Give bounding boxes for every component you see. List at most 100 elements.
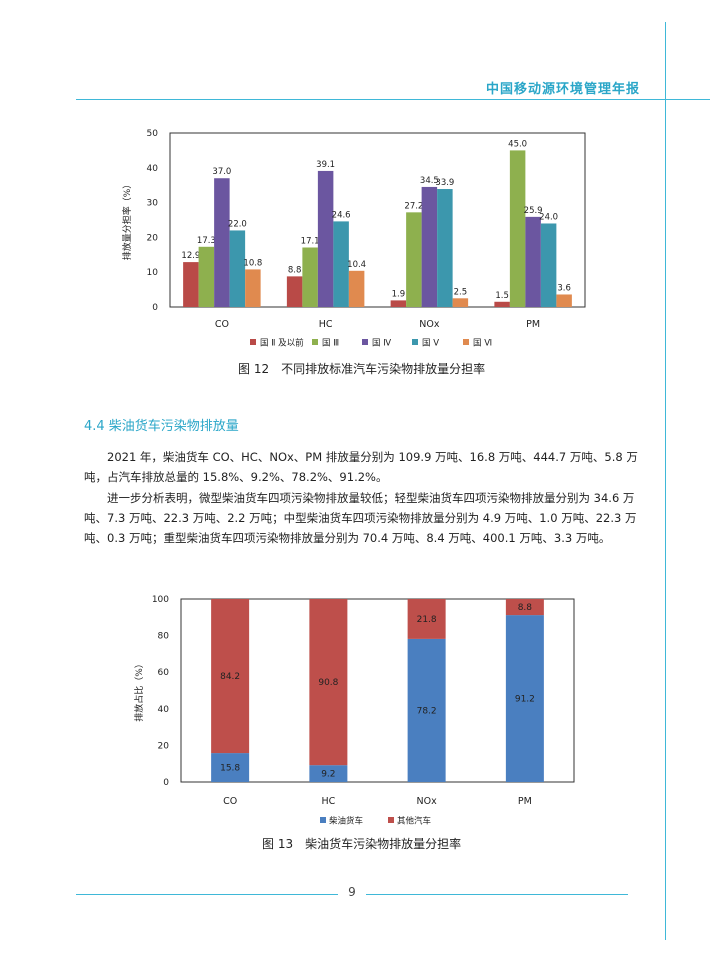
legend-label: 其他汽车: [397, 816, 431, 827]
data-label: 78.2: [417, 706, 437, 716]
bar: [452, 298, 469, 307]
data-label: 21.8: [417, 615, 437, 625]
data-label: 90.8: [318, 678, 338, 688]
legend-swatch: [388, 817, 394, 823]
bar-segment: [309, 599, 348, 766]
data-label: 3.6: [557, 283, 571, 293]
bar: [421, 186, 438, 307]
bar: [198, 246, 215, 307]
data-label: 8.8: [288, 265, 302, 275]
bar: [302, 247, 318, 307]
y-tick-label: 40: [158, 705, 170, 715]
data-label: 34.5: [420, 176, 439, 186]
legend-swatch: [250, 339, 256, 345]
report-title: 中国移动源环境管理年报: [485, 82, 640, 97]
legend-swatch: [463, 339, 469, 345]
bar: [333, 221, 349, 307]
bar: [540, 223, 557, 307]
x-tick-label: PM: [526, 319, 540, 330]
legend-swatch: [362, 339, 368, 345]
x-tick-label: HC: [321, 796, 335, 807]
bar: [214, 178, 230, 307]
legend-label: 国 Ⅴ: [422, 339, 439, 349]
data-label: 84.2: [220, 672, 240, 682]
bar: [286, 276, 303, 307]
y-axis-label: 排放占比（%）: [133, 659, 145, 722]
footer-rule-left: [76, 894, 338, 895]
bar-segment: [309, 765, 348, 782]
data-label: 24.0: [539, 212, 558, 222]
bar: [229, 230, 246, 307]
y-tick-label: 0: [163, 778, 169, 788]
x-tick-label: NOx: [419, 319, 440, 330]
legend-label: 国 Ⅱ 及以前: [260, 338, 304, 349]
y-tick-label: 20: [147, 233, 159, 243]
x-tick-label: PM: [518, 796, 532, 807]
bar: [245, 269, 261, 307]
bar: [437, 189, 453, 307]
bar: [525, 216, 541, 307]
legend-label: 国 Ⅳ: [372, 339, 391, 349]
data-label: 15.8: [220, 764, 240, 774]
data-label: 17.1: [301, 236, 320, 246]
data-label: 17.3: [197, 236, 216, 246]
y-tick-label: 20: [158, 741, 170, 751]
paragraph-1: 2021 年，柴油货车 CO、HC、NOx、PM 排放量分别为 109.9 万吨…: [84, 450, 638, 484]
bar-segment: [211, 753, 250, 782]
y-tick-label: 60: [158, 668, 170, 678]
y-tick-label: 0: [152, 303, 158, 313]
legend-label: 国 Ⅲ: [322, 339, 339, 349]
data-label: 9.2: [321, 770, 335, 780]
figure-13-caption: 图 13 柴油货车污染物排放量分担率: [262, 837, 462, 851]
section-title: 4.4 柴油货车污染物排放量: [84, 419, 239, 434]
y-tick-label: 30: [147, 199, 159, 209]
bar-segment: [407, 638, 446, 782]
y-tick-label: 100: [152, 595, 169, 605]
data-label: 33.9: [435, 178, 454, 188]
bar: [494, 301, 510, 307]
header-rule: [76, 99, 710, 100]
figure-12-chart: 0 10 20 30 40 50 排放量分担率（%） 12.9 17.3 37.0 22.0 10.8…: [121, 129, 586, 349]
y-axis-label: 排放量分担率（%）: [121, 180, 133, 261]
data-label: 1.9: [392, 289, 406, 299]
bar: [556, 294, 572, 307]
data-label: 1.5: [495, 291, 509, 301]
data-label: 27.2: [404, 201, 423, 211]
bar: [509, 150, 526, 307]
bar-segment: [211, 599, 250, 754]
data-label: 25.9: [524, 206, 543, 216]
right-margin-rule: [665, 22, 666, 940]
bar-segment: [505, 599, 544, 616]
bar: [390, 300, 407, 307]
bar: [317, 170, 334, 307]
data-label: 10.8: [243, 258, 262, 268]
legend-swatch: [312, 339, 318, 345]
data-label: 45.0: [508, 139, 527, 149]
y-tick-label: 40: [147, 164, 159, 174]
data-label: 2.5: [454, 287, 468, 297]
x-tick-label: CO: [215, 319, 229, 330]
data-label: 12.9: [181, 251, 200, 261]
plot-frame: [180, 598, 575, 783]
plot-frame: [169, 132, 586, 308]
x-tick-label: CO: [223, 796, 237, 807]
bar-segment: [505, 615, 544, 782]
y-tick-label: 80: [158, 632, 170, 642]
legend-swatch: [412, 339, 418, 345]
footer-rule-right: [366, 894, 628, 895]
figure-12-caption: 图 12 不同排放标准汽车污染物排放量分担率: [238, 362, 486, 376]
x-tick-label: HC: [319, 319, 333, 330]
bar: [183, 262, 199, 307]
paragraph-2: 进一步分析表明，微型柴油货车四项污染物排放量较低；轻型柴油货车四项污染物排放量分…: [84, 491, 637, 545]
data-label: 8.8: [518, 603, 533, 613]
x-tick-label: NOx: [417, 796, 438, 807]
legend-label: 国 Ⅵ: [473, 339, 492, 349]
y-tick-label: 10: [147, 268, 159, 278]
bar-segment: [407, 599, 446, 639]
data-label: 37.0: [212, 167, 231, 177]
data-label: 24.6: [332, 210, 351, 220]
data-label: 39.1: [316, 160, 335, 170]
legend-label: 柴油货车: [329, 816, 363, 827]
y-tick-label: 50: [147, 129, 159, 139]
data-label: 22.0: [228, 219, 247, 229]
